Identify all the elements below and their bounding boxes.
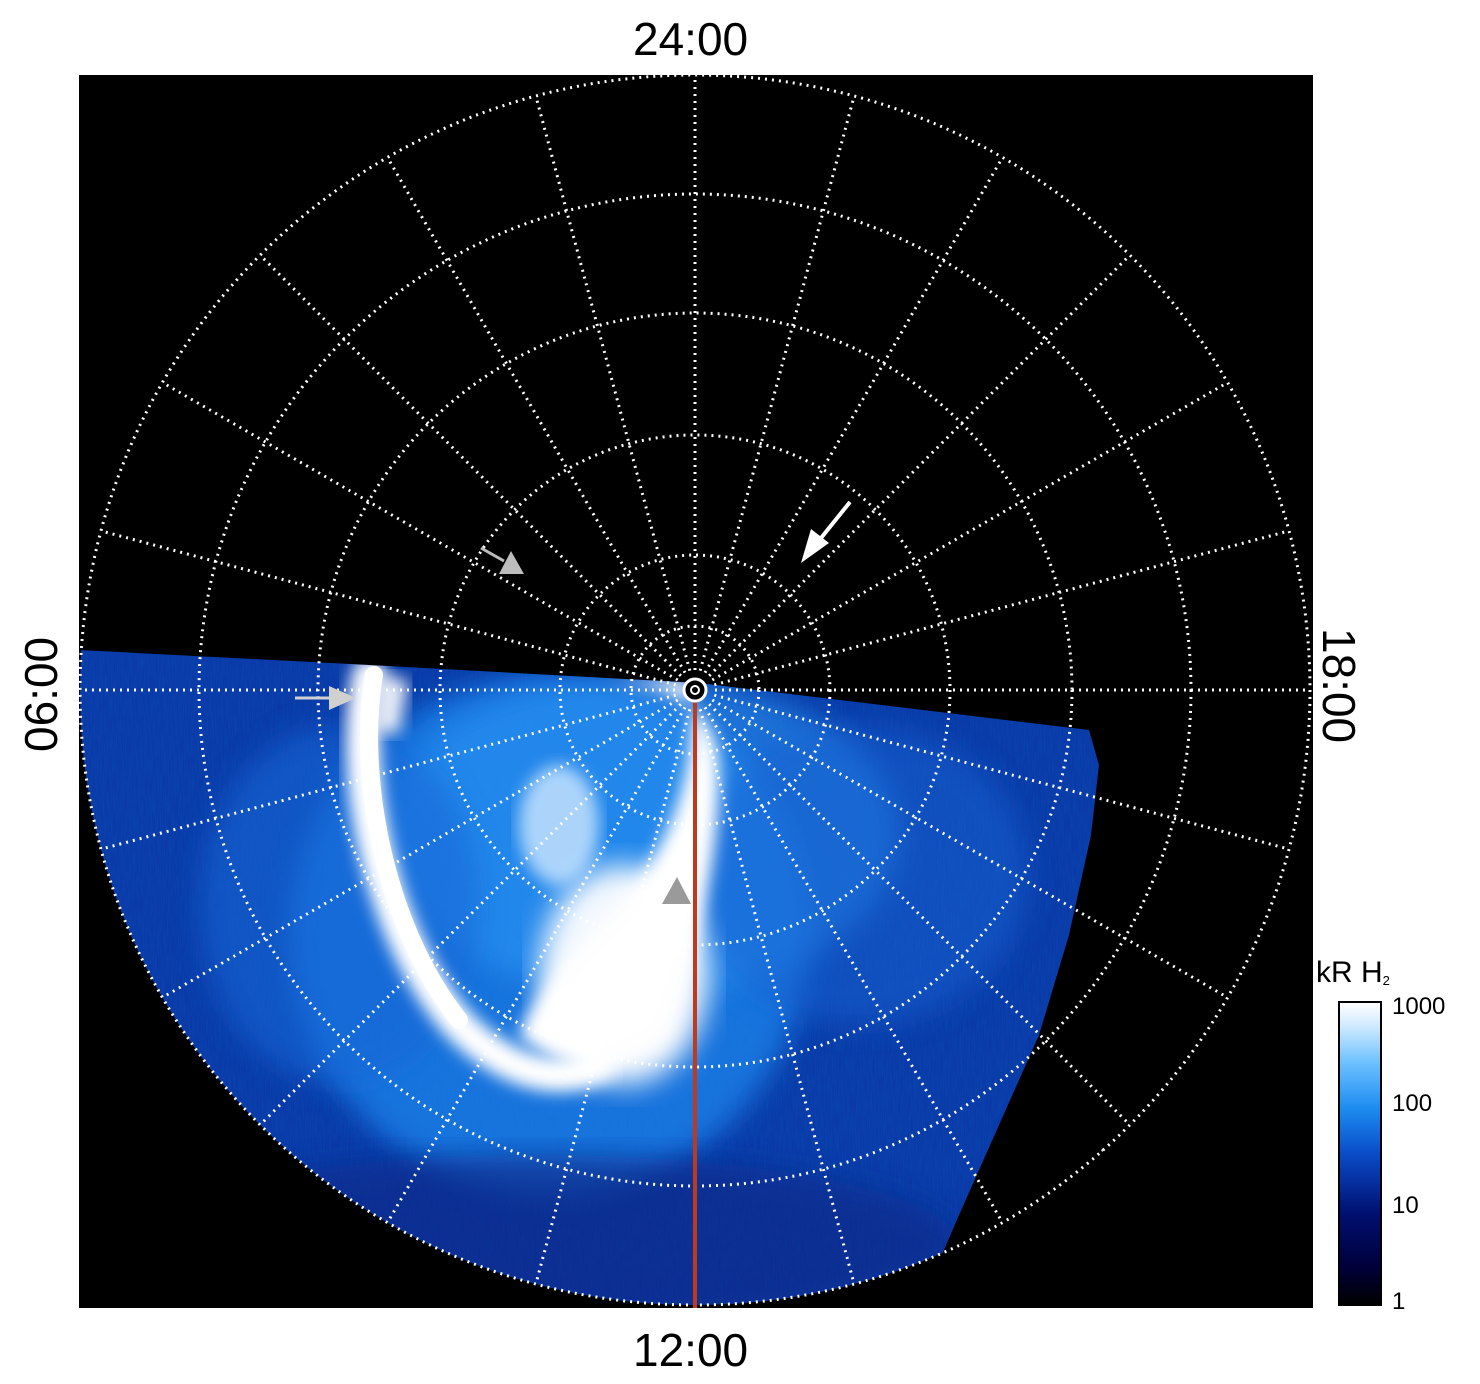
gray-triangle-marker (662, 877, 691, 904)
gray-arrow-upper-left (480, 546, 524, 574)
local-time-meridian (161, 698, 679, 999)
colorbar-title-sub: 2 (1382, 973, 1390, 988)
local-time-meridian (534, 95, 692, 672)
colorbar-tick-1000: 1000 (1392, 993, 1446, 1020)
polar-projection-panel (79, 75, 1313, 1308)
local-time-meridian (703, 156, 1004, 674)
colorbar-tick-100: 100 (1392, 1090, 1433, 1117)
local-time-meridian (703, 706, 1004, 1224)
latitude-longitude-grid (79, 75, 1312, 1307)
colorbar-title-main: kR H (1316, 956, 1383, 989)
pole-marker (682, 677, 708, 703)
local-time-meridian (386, 156, 687, 674)
local-time-label-midnight: 24:00 (633, 13, 749, 65)
white-arrow (801, 500, 852, 563)
local-time-meridian (711, 381, 1229, 682)
local-time-meridian (708, 254, 1131, 677)
local-time-meridian (713, 693, 1290, 851)
local-time-meridian (386, 706, 687, 1224)
local-time-meridian (711, 698, 1229, 999)
colorbar (1338, 1001, 1382, 1306)
local-time-meridian (100, 693, 677, 851)
local-time-meridian (161, 381, 679, 682)
local-time-label-dusk: 18:00 (1313, 628, 1365, 744)
local-time-meridian (708, 703, 1131, 1126)
local-time-label-noon: 12:00 (633, 1324, 749, 1376)
local-time-meridian (698, 708, 856, 1285)
polar-projection-svg (79, 75, 1312, 1308)
local-time-label-dawn: 06:00 (15, 636, 67, 752)
local-time-meridian (100, 529, 677, 687)
gray-arrow-left (295, 686, 356, 710)
colorbar-tick-10: 10 (1392, 1192, 1419, 1219)
local-time-meridian (698, 95, 856, 672)
local-time-meridian (713, 529, 1290, 687)
latitude-circle (79, 75, 1312, 1307)
local-time-meridian (534, 708, 692, 1285)
colorbar-title: kR H2 (1316, 956, 1390, 990)
local-time-meridian (259, 254, 682, 677)
colorbar-tick-1: 1 (1392, 1288, 1406, 1315)
local-time-meridian (259, 703, 682, 1126)
